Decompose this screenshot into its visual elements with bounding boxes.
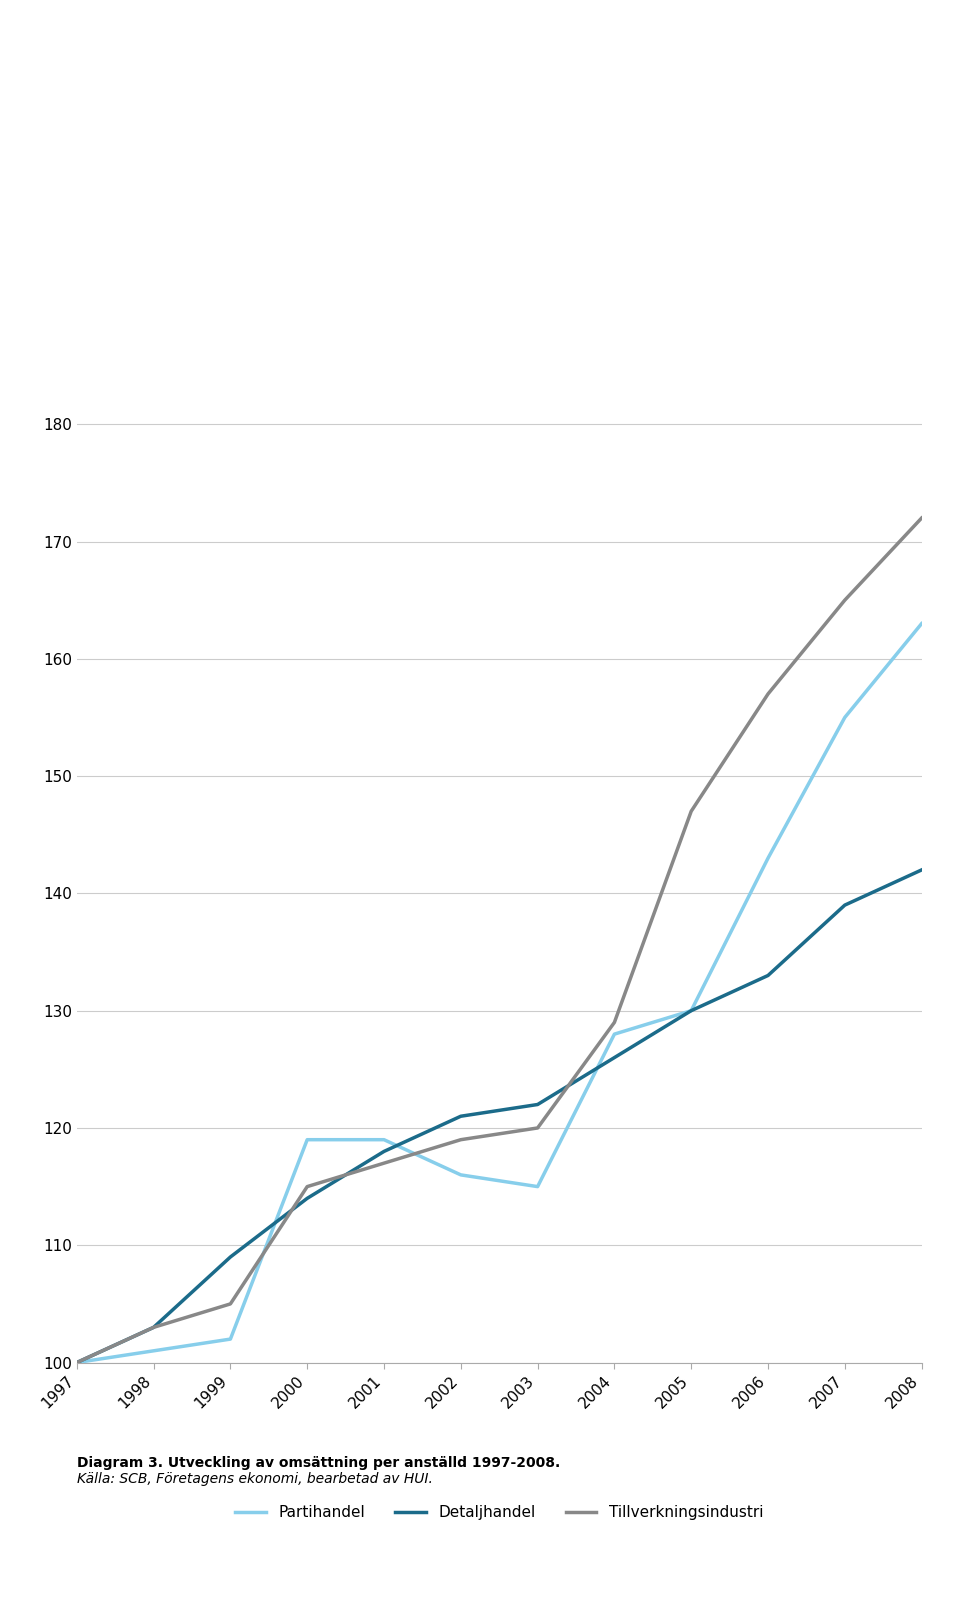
Legend: Partihandel, Detaljhandel, Tillverkningsindustri: Partihandel, Detaljhandel, Tillverknings… bbox=[228, 1497, 771, 1528]
Text: Källa: SCB, Företagens ekonomi, bearbetad av HUI.: Källa: SCB, Företagens ekonomi, bearbeta… bbox=[77, 1472, 433, 1486]
Text: Diagram 3. Utveckling av omsättning per anställd 1997-2008.: Diagram 3. Utveckling av omsättning per … bbox=[77, 1456, 560, 1470]
